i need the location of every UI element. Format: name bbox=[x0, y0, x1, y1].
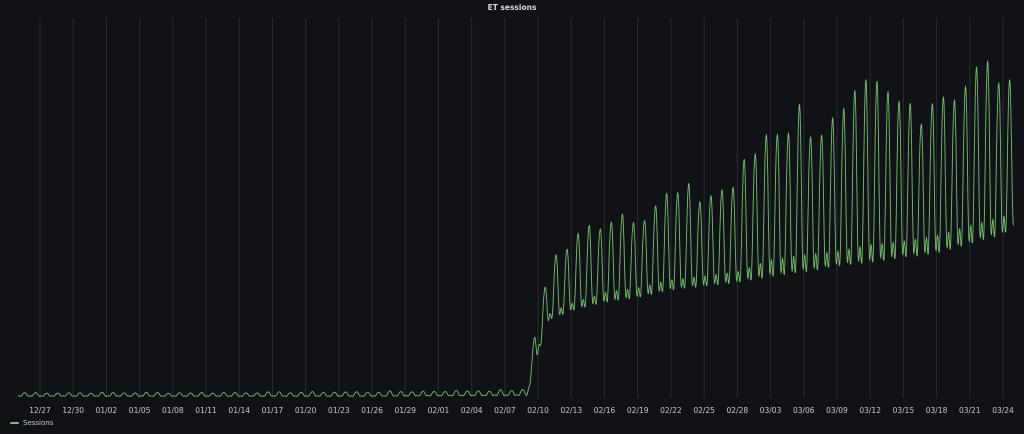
x-tick-label: 02/10 bbox=[527, 406, 549, 415]
series-line-sessions[interactable] bbox=[17, 60, 1015, 397]
x-tick-label: 03/15 bbox=[893, 406, 915, 415]
x-tick-label: 02/04 bbox=[461, 406, 483, 415]
x-tick-label: 02/19 bbox=[627, 406, 649, 415]
x-tick-label: 03/24 bbox=[992, 406, 1014, 415]
x-tick-label: 01/17 bbox=[262, 406, 284, 415]
x-tick-label: 01/02 bbox=[96, 406, 118, 415]
x-tick-label: 03/21 bbox=[959, 406, 981, 415]
x-axis-ticks: 12/27 12/30 01/02 01/05 01/08 01/11 01/14 01/17… bbox=[29, 406, 1014, 415]
chart-title: ET sessions bbox=[487, 3, 537, 12]
x-tick-label: 02/16 bbox=[594, 406, 616, 415]
x-tick-label: 01/11 bbox=[195, 406, 217, 415]
x-tick-label: 03/03 bbox=[760, 406, 782, 415]
x-tick-label: 01/05 bbox=[129, 406, 151, 415]
x-tick-label: 01/23 bbox=[328, 406, 350, 415]
legend-swatch bbox=[10, 422, 19, 424]
x-tick-label: 02/01 bbox=[428, 406, 450, 415]
x-tick-label: 03/12 bbox=[859, 406, 881, 415]
x-tick-label: 03/18 bbox=[926, 406, 948, 415]
x-tick-label: 01/08 bbox=[162, 406, 184, 415]
series-layer bbox=[17, 60, 1015, 397]
x-tick-label: 12/27 bbox=[29, 406, 51, 415]
x-tick-label: 01/14 bbox=[228, 406, 250, 415]
x-tick-label: 02/07 bbox=[494, 406, 516, 415]
x-tick-label: 02/13 bbox=[560, 406, 582, 415]
x-tick-label: 01/26 bbox=[361, 406, 383, 415]
x-tick-label: 03/06 bbox=[793, 406, 815, 415]
x-tick-label: 03/09 bbox=[826, 406, 848, 415]
x-tick-label: 01/20 bbox=[295, 406, 317, 415]
legend[interactable]: Sessions bbox=[10, 419, 53, 427]
x-tick-label: 01/29 bbox=[394, 406, 416, 415]
x-tick-label: 02/25 bbox=[693, 406, 715, 415]
x-tick-label: 02/22 bbox=[660, 406, 682, 415]
legend-label[interactable]: Sessions bbox=[23, 419, 54, 427]
x-tick-label: 02/28 bbox=[727, 406, 749, 415]
grid-lines bbox=[39, 18, 1004, 398]
x-tick-label: 12/30 bbox=[62, 406, 84, 415]
